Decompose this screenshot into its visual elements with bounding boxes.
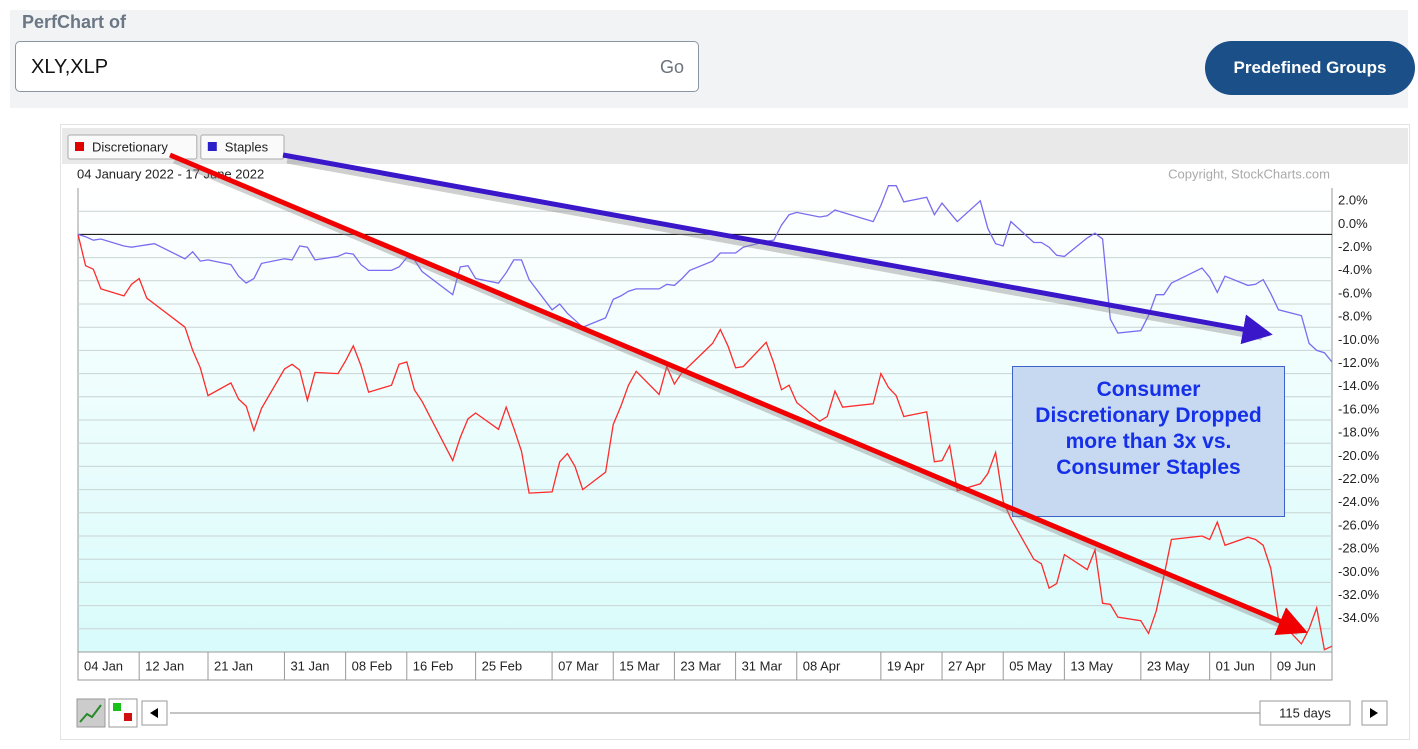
y-tick-label: -10.0% bbox=[1338, 332, 1380, 347]
y-tick-label: -20.0% bbox=[1338, 448, 1380, 463]
x-tick-label: 31 Mar bbox=[742, 658, 783, 673]
y-tick-label: -30.0% bbox=[1338, 564, 1380, 579]
y-tick-label: -32.0% bbox=[1338, 587, 1380, 602]
go-button[interactable]: Go bbox=[659, 57, 684, 77]
x-tick-label: 31 Jan bbox=[290, 658, 329, 673]
x-tick-label: 21 Jan bbox=[214, 658, 253, 673]
y-tick-label: -28.0% bbox=[1338, 541, 1380, 556]
x-tick-label: 07 Mar bbox=[558, 658, 599, 673]
y-tick-label: -6.0% bbox=[1338, 285, 1372, 300]
legend-item[interactable]: Discretionary bbox=[67, 134, 198, 160]
chart-frame bbox=[60, 124, 1410, 740]
y-tick-label: -22.0% bbox=[1338, 471, 1380, 486]
y-tick-label: 0.0% bbox=[1338, 216, 1368, 231]
line-icon bbox=[79, 704, 102, 723]
x-tick-label: 05 May bbox=[1009, 658, 1052, 673]
legend-item[interactable]: Staples bbox=[200, 134, 285, 160]
x-tick-label: 08 Feb bbox=[352, 658, 392, 673]
y-tick-label: 2.0% bbox=[1338, 193, 1368, 208]
y-tick-label: -24.0% bbox=[1338, 494, 1380, 509]
predefined-groups-button[interactable]: Predefined Groups bbox=[1205, 41, 1415, 95]
y-tick-label: -12.0% bbox=[1338, 355, 1380, 370]
annotation: Consumer Discretionary Dropped more than… bbox=[1012, 366, 1285, 517]
legend-swatch bbox=[207, 142, 217, 151]
legend-label: Discretionary bbox=[92, 139, 168, 154]
date-range: 04 January 2022 - 17 June 2022 bbox=[77, 166, 264, 181]
bar-icon bbox=[124, 713, 132, 721]
period-slider[interactable] bbox=[1259, 700, 1351, 726]
x-tick-label: 13 May bbox=[1070, 658, 1113, 673]
line-mode-button[interactable] bbox=[76, 698, 106, 728]
x-tick-label: 23 May bbox=[1147, 658, 1190, 673]
y-tick-label: -2.0% bbox=[1338, 239, 1372, 254]
x-tick-label: 27 Apr bbox=[948, 658, 986, 673]
y-tick-label: -14.0% bbox=[1338, 378, 1380, 393]
x-tick-label: 01 Jun bbox=[1216, 658, 1255, 673]
header: PerfChart of XLY,XLP Go Predefined Group… bbox=[10, 10, 1415, 108]
legend-box bbox=[67, 134, 198, 160]
x-tick-label: 15 Mar bbox=[619, 658, 660, 673]
y-tick-label: -34.0% bbox=[1338, 610, 1380, 625]
input-value[interactable]: XLY,XLP bbox=[31, 56, 109, 78]
x-tick-label: 19 Apr bbox=[887, 658, 925, 673]
bar-icon bbox=[113, 703, 121, 711]
copyright: Copyright, StockCharts.com bbox=[1168, 166, 1330, 181]
x-tick-label: 09 Jun bbox=[1277, 658, 1316, 673]
x-tick-label: 16 Feb bbox=[413, 658, 453, 673]
y-tick-label: -26.0% bbox=[1338, 517, 1380, 532]
x-tick-label: 25 Feb bbox=[482, 658, 522, 673]
legend-swatch bbox=[75, 142, 84, 151]
header-label: PerfChart of bbox=[22, 12, 127, 32]
arrow-icon bbox=[1370, 708, 1378, 718]
x-tick-label: 23 Mar bbox=[680, 658, 721, 673]
y-tick-label: -4.0% bbox=[1338, 262, 1372, 277]
y-tick-label: -18.0% bbox=[1338, 425, 1380, 440]
symbol-input[interactable]: XLY,XLP Go bbox=[15, 41, 699, 92]
x-tick-label: 08 Apr bbox=[803, 658, 841, 673]
legend-label: Staples bbox=[225, 139, 269, 154]
y-tick-label: -8.0% bbox=[1338, 309, 1372, 324]
x-axis-band bbox=[77, 651, 1333, 681]
bottom-controls: 115 days bbox=[76, 698, 1388, 728]
arrow-icon bbox=[150, 708, 158, 718]
x-tick-label: 12 Jan bbox=[145, 658, 184, 673]
period-label: 115 days bbox=[1279, 705, 1331, 720]
y-tick-label: -16.0% bbox=[1338, 401, 1380, 416]
x-tick-label: 04 Jan bbox=[84, 658, 123, 673]
